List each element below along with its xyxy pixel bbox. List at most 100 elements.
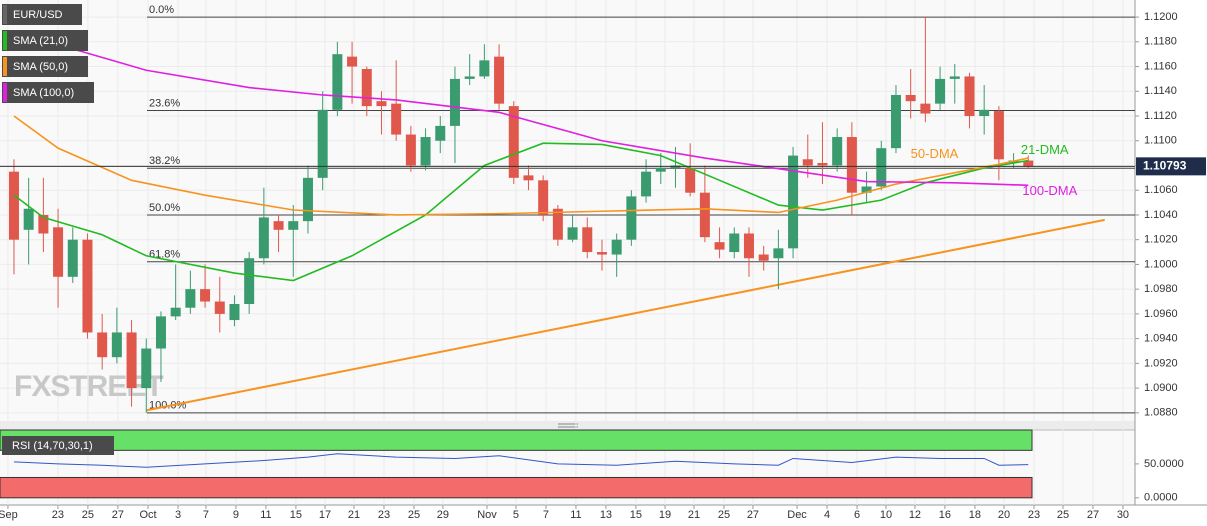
x-tick-label: 17 <box>319 509 331 521</box>
candle-body <box>979 109 990 117</box>
legend-box <box>2 82 94 103</box>
candle-body <box>258 217 269 259</box>
legend-label: EUR/USD <box>13 9 63 21</box>
y-tick-label: 1.1100 <box>1144 135 1177 147</box>
candle-body <box>611 239 622 255</box>
candle-body <box>214 301 225 314</box>
y-tick-label: 1.1020 <box>1144 234 1178 246</box>
candle-body <box>97 332 108 358</box>
candle-body <box>479 60 490 77</box>
x-tick-label: 12 <box>909 509 921 521</box>
sma-line <box>13 31 1029 187</box>
candle-body <box>273 221 284 230</box>
y-tick-label: 1.0920 <box>1144 357 1178 369</box>
candle-body <box>420 137 431 166</box>
candle-body <box>53 227 64 277</box>
x-tick-label: 18 <box>969 509 981 521</box>
candle-body <box>8 171 19 240</box>
candle-body <box>582 227 593 253</box>
y-tick-label: 1.0880 <box>1144 407 1178 419</box>
x-tick-label: 11 <box>570 509 581 521</box>
candle-body <box>935 78 946 104</box>
candle-body <box>391 103 402 135</box>
x-tick-label: 30 <box>1117 509 1129 521</box>
candle-body <box>170 307 181 317</box>
x-tick-label: 21 <box>348 509 360 521</box>
legend-swatch <box>3 83 7 102</box>
candle-body <box>494 56 505 104</box>
candle-body <box>361 69 372 107</box>
candle-body <box>155 316 166 349</box>
y-tick-label: 1.1000 <box>1144 258 1178 270</box>
x-tick-label: 5 <box>513 509 519 521</box>
candle-body <box>905 94 916 102</box>
sma-line <box>13 142 1029 282</box>
candle-body <box>1023 160 1034 167</box>
candle-body <box>876 148 887 187</box>
candle-body <box>788 155 799 249</box>
legend-swatch <box>3 31 7 50</box>
x-tick-label: 16 <box>939 509 951 521</box>
last-price-box <box>1136 157 1206 176</box>
fib-label: 23.6% <box>149 97 180 109</box>
candle-body <box>567 227 578 240</box>
candle-body <box>626 196 637 240</box>
candle-body <box>464 76 475 79</box>
candle-body <box>699 192 710 238</box>
candle-body <box>817 163 828 166</box>
x-tick-label: 19 <box>659 509 671 521</box>
x-tick-label: 15 <box>630 509 642 521</box>
candle-body <box>802 159 813 166</box>
candle-body <box>200 289 211 302</box>
x-tick-label: 20 <box>998 509 1010 521</box>
candle-body <box>67 239 78 277</box>
candle-body <box>347 56 358 67</box>
y-tick-label: 1.0940 <box>1144 333 1178 345</box>
legend-swatch <box>3 5 7 24</box>
x-tick-label: Dec <box>787 509 807 521</box>
candle-body <box>729 233 740 253</box>
y-tick-label: 1.1160 <box>1144 60 1177 72</box>
candle-body <box>82 239 93 333</box>
legend-box <box>2 30 88 51</box>
watermark: FXSTREET <box>14 370 163 403</box>
candle-body <box>890 94 901 149</box>
y-tick-label: 50.0000 <box>1144 458 1184 470</box>
candle-body <box>38 214 49 234</box>
fib-label: 38.2% <box>149 155 180 167</box>
x-tick-label: 25 <box>82 509 94 521</box>
candle-body <box>23 208 34 230</box>
candle-body <box>743 233 754 259</box>
x-tick-label: 23 <box>52 509 64 521</box>
x-tick-label: 6 <box>854 509 860 521</box>
x-tick-label: 11 <box>260 509 271 521</box>
candle-body <box>523 175 534 181</box>
overbought-band <box>0 429 1033 451</box>
candle-body <box>846 137 857 193</box>
candle-body <box>714 242 725 250</box>
candle-body <box>141 348 152 389</box>
x-tick-label: 13 <box>600 509 612 521</box>
fib-label: 0.0% <box>149 4 174 16</box>
y-tick-label: 1.1180 <box>1144 36 1177 48</box>
x-tick-label: 29 <box>437 509 449 521</box>
candle-body <box>949 76 960 79</box>
y-tick-label: 1.0960 <box>1144 308 1178 320</box>
sma-line <box>13 115 1029 216</box>
candle-body <box>920 103 931 114</box>
panel-separator <box>0 421 1135 430</box>
legend-label: SMA (100,0) <box>13 87 74 99</box>
y-tick-label: 1.1200 <box>1144 11 1178 23</box>
legend-box <box>2 56 88 77</box>
rsi-line <box>13 453 1029 468</box>
y-tick-label: 1.0980 <box>1144 283 1178 295</box>
rsi-label: RSI (14,70,30,1) <box>12 440 93 452</box>
x-tick-label: 10 <box>880 509 892 521</box>
annotation: 50-DMA <box>911 146 959 161</box>
y-tick-label: 1.0900 <box>1144 382 1178 394</box>
candle-body <box>435 125 446 141</box>
x-tick-label: 9 <box>233 509 239 521</box>
annotation: 21-DMA <box>1021 142 1069 157</box>
plot-background <box>0 0 1135 505</box>
